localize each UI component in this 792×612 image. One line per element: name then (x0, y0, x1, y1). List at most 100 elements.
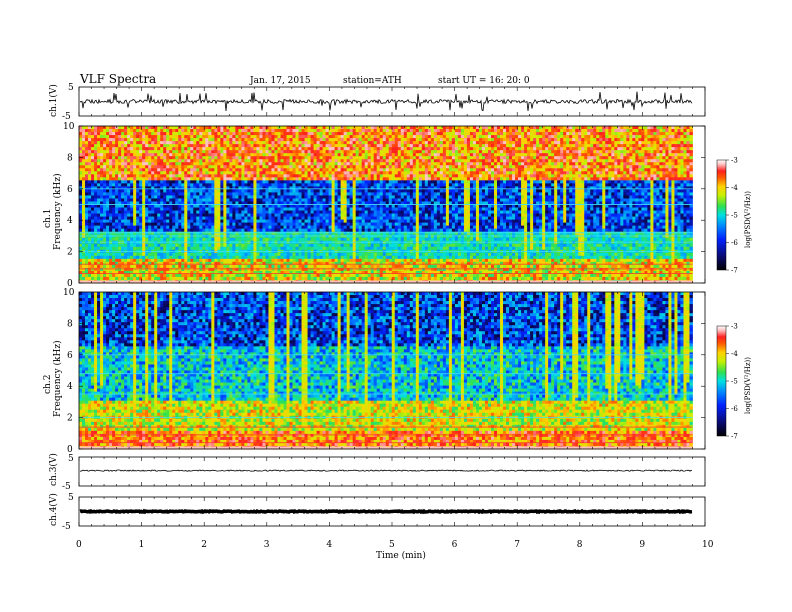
psd-cell (283, 147, 287, 151)
psd-cell (136, 189, 140, 193)
psd-cell (638, 156, 642, 160)
psd-cell (602, 132, 606, 136)
psd-cell (292, 195, 296, 199)
psd-cell (605, 168, 609, 172)
psd-cell (358, 186, 363, 190)
psd-cell (127, 180, 131, 184)
psd-cell (394, 192, 399, 196)
psd-cell (566, 138, 570, 142)
psd-cell (418, 153, 423, 157)
psd-cell (403, 192, 408, 196)
psd-cell (175, 162, 179, 166)
psd-cell (674, 192, 678, 196)
psd-cell (527, 192, 531, 196)
psd-cell (367, 135, 372, 139)
psd-cell (139, 177, 143, 181)
psd-cell (265, 141, 269, 145)
psd-cell (244, 129, 248, 133)
psd-cell (554, 177, 558, 181)
psd-cell (172, 135, 176, 139)
psd-cell (439, 150, 444, 154)
psd-cell (518, 153, 522, 157)
psd-cell (674, 147, 678, 151)
psd-cell (626, 153, 630, 157)
psd-cell (256, 153, 260, 157)
psd-cell (178, 162, 182, 166)
psd-cell (235, 171, 239, 175)
psd-cell (575, 153, 579, 157)
psd-cell (376, 177, 381, 181)
psd-cell (232, 189, 236, 193)
psd-cell (373, 132, 378, 136)
psd-cell (689, 174, 693, 178)
psd-cell (250, 144, 254, 148)
psd-cell (109, 147, 113, 151)
psd-cell (265, 132, 269, 136)
psd-cell (325, 192, 329, 196)
psd-cell (82, 195, 86, 199)
psd-cell (527, 126, 531, 130)
psd-cell (466, 138, 471, 142)
psd-cell (632, 156, 636, 160)
psd-cell (193, 138, 197, 142)
psd-cell (94, 159, 98, 163)
psd-cell (421, 168, 426, 172)
psd-cell (136, 180, 140, 184)
psd-cell (683, 150, 687, 154)
psd-cell (244, 144, 248, 148)
psd-cell (614, 126, 618, 130)
psd-cell (280, 141, 284, 145)
psd-cell (509, 147, 513, 151)
psd-cell (265, 159, 269, 163)
psd-cell (274, 132, 278, 136)
psd-cell (494, 183, 498, 187)
psd-cell (424, 165, 429, 169)
psd-cell (82, 141, 86, 145)
psd-cell (304, 135, 308, 139)
psd-cell (554, 180, 558, 184)
psd-cell (214, 165, 218, 169)
psd-cell (551, 177, 555, 181)
psd-cell (545, 135, 549, 139)
psd-cell (124, 138, 128, 142)
psd-cell (286, 192, 290, 196)
psd-cell (127, 189, 131, 193)
psd-cell (418, 165, 423, 169)
psd-cell (506, 132, 510, 136)
psd-cell (328, 150, 333, 154)
psd-cell (220, 153, 224, 157)
psd-cell (590, 135, 594, 139)
psd-cell (166, 141, 170, 145)
psd-cell (184, 180, 188, 184)
psd-cell (590, 141, 594, 145)
psd-cell (683, 186, 687, 190)
psd-cell (262, 159, 266, 163)
psd-cell (172, 183, 176, 187)
psd-cell (121, 189, 125, 193)
psd-cell (232, 150, 236, 154)
psd-cell (617, 192, 621, 196)
psd-cell (629, 165, 633, 169)
psd-cell (304, 192, 308, 196)
psd-cell (103, 180, 107, 184)
psd-cell (391, 150, 396, 154)
psd-cell (557, 147, 561, 151)
psd-cell (518, 135, 522, 139)
psd-cell (686, 129, 690, 133)
psd-cell (109, 159, 113, 163)
psd-cell (400, 171, 405, 175)
psd-cell (175, 171, 179, 175)
psd-cell (142, 174, 146, 178)
psd-cell (97, 126, 101, 130)
psd-cell (214, 129, 218, 133)
psd-cell (647, 150, 651, 154)
psd-cell (229, 147, 233, 151)
psd-cell (629, 135, 633, 139)
psd-cell (220, 168, 224, 172)
psd-cell (223, 129, 227, 133)
psd-cell (524, 144, 528, 148)
psd-cell (686, 135, 690, 139)
psd-cell (223, 138, 227, 142)
psd-cell (94, 168, 98, 172)
psd-cell (500, 171, 504, 175)
